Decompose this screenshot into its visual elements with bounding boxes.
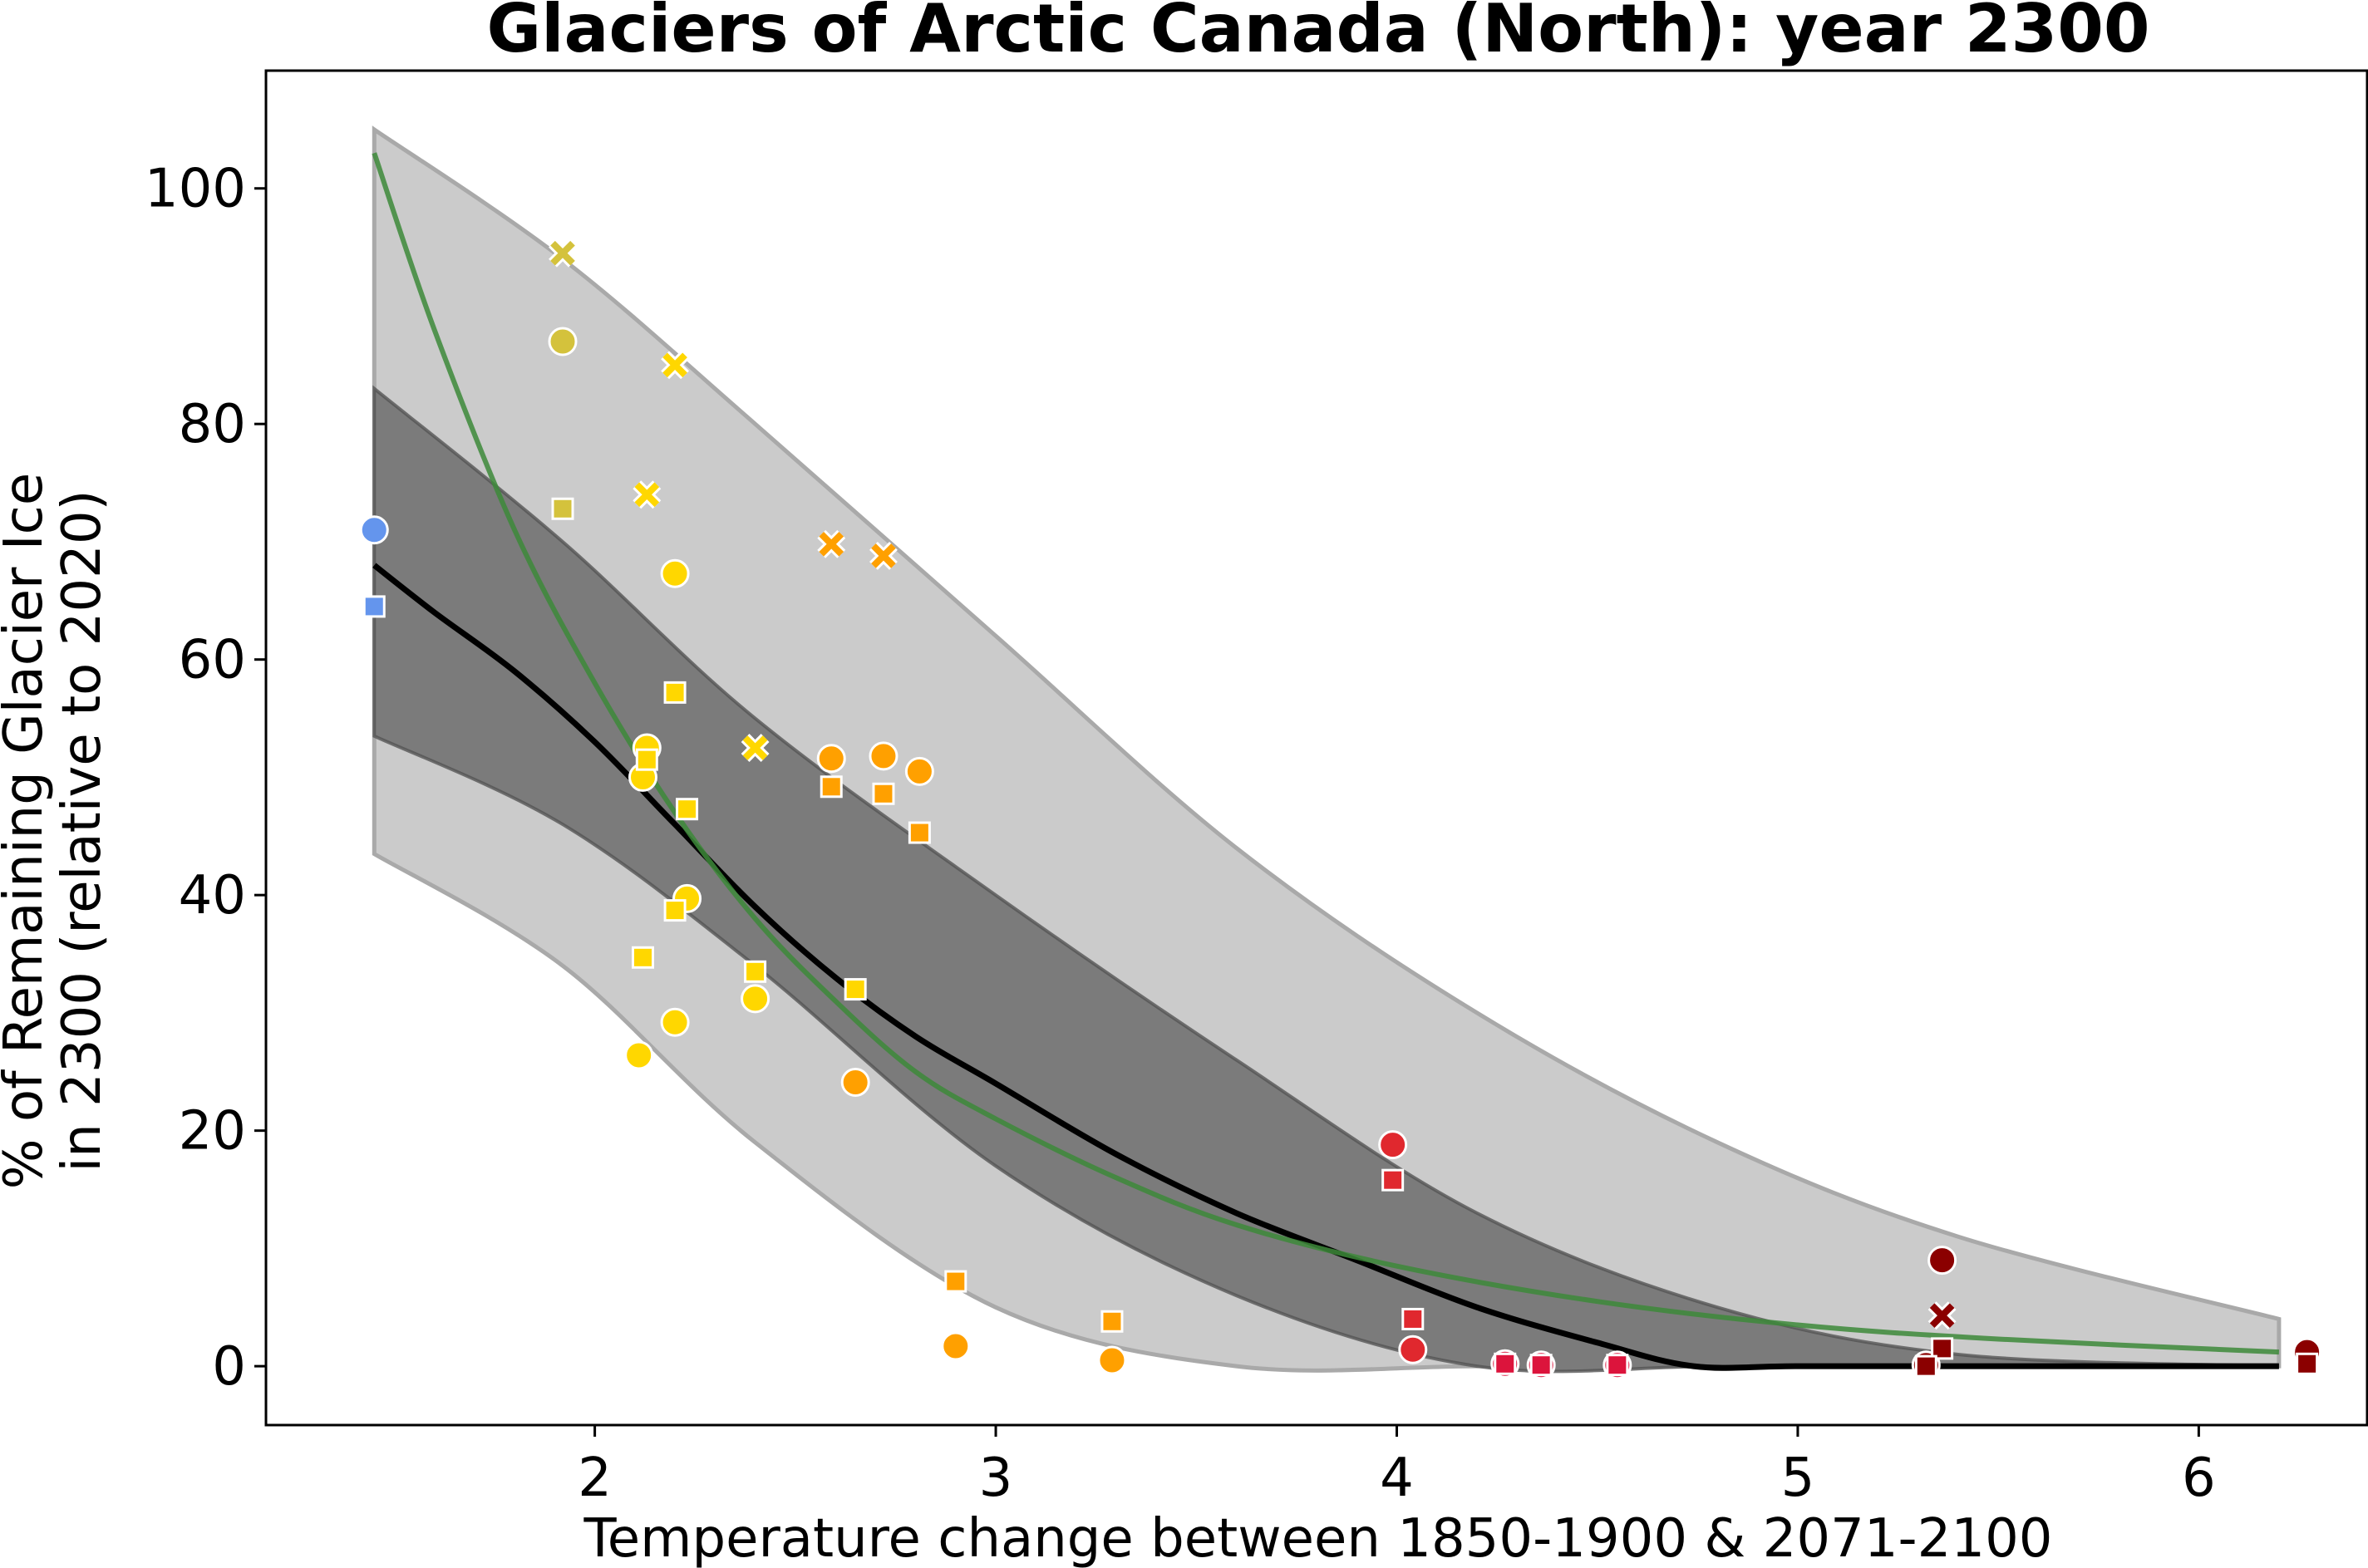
median-curve xyxy=(372,563,2279,1371)
orange-square-point xyxy=(908,821,931,844)
yellow-square-point xyxy=(631,946,654,969)
red-circle-point xyxy=(1378,1130,1408,1160)
x-tick-label: 6 xyxy=(2182,1448,2216,1509)
yellow-x-point xyxy=(634,482,660,508)
orange-circle-point xyxy=(840,1068,870,1098)
yellow-circle-point xyxy=(741,984,770,1014)
green-fit-curve xyxy=(372,152,2280,1355)
orange-circle-point xyxy=(904,756,934,786)
orange-square-point xyxy=(1100,1310,1124,1333)
x-tick-label: 4 xyxy=(1380,1448,1414,1509)
red-square-point xyxy=(1381,1168,1405,1192)
chart-title: Glaciers of Arctic Canada (North): year … xyxy=(486,0,2149,67)
orange-square-point xyxy=(872,782,895,805)
x-tick-label: 5 xyxy=(1781,1448,1815,1509)
y-tick-label: 100 xyxy=(145,159,246,220)
y-axis-label: % of Remaining Glacier Ice in 2300 (rela… xyxy=(0,473,113,1189)
blue-circle-point xyxy=(359,515,389,545)
orange-circle-point xyxy=(816,744,846,774)
crimson-square-point xyxy=(1529,1354,1553,1377)
darkred-circle-point xyxy=(1927,1246,1957,1276)
y-axis-label-line-2: in 2300 (relative to 2020) xyxy=(52,489,113,1172)
red-square-point xyxy=(1401,1307,1425,1330)
x-tick-label: 2 xyxy=(578,1448,612,1509)
yellow-square-point xyxy=(663,681,687,704)
orange-x-point xyxy=(819,531,844,557)
yellow-square-point xyxy=(635,748,658,771)
orange-circle-point xyxy=(1097,1345,1127,1375)
yellow-circle-point xyxy=(660,1007,690,1037)
darkred-square-point xyxy=(2296,1352,2319,1375)
plot-frame xyxy=(264,69,2368,1427)
darkred-x-point xyxy=(1929,1303,1955,1329)
yellow-square-point xyxy=(744,960,767,983)
darkred-square-point xyxy=(1914,1354,1937,1378)
y-tick-label: 60 xyxy=(179,630,246,691)
yellow-circle-point xyxy=(624,1040,654,1070)
yellow-x-point xyxy=(662,352,687,378)
olive-x-point xyxy=(550,240,575,266)
blue-square-point xyxy=(362,595,386,618)
yellow-square-point xyxy=(676,798,699,821)
y-tick-label: 80 xyxy=(179,394,246,455)
darkred-square-point xyxy=(1931,1337,1954,1360)
orange-x-point xyxy=(871,543,896,568)
olive-circle-point xyxy=(548,327,578,356)
orange-square-point xyxy=(820,775,843,799)
red-circle-point xyxy=(1398,1335,1428,1364)
olive-square-point xyxy=(551,497,574,520)
x-tick-label: 3 xyxy=(979,1448,1013,1509)
y-axis-label-line-1: % of Remaining Glacier Ice xyxy=(0,473,55,1189)
outer-uncertainty-band xyxy=(372,125,2282,1373)
orange-square-point xyxy=(944,1270,967,1293)
y-tick-label: 0 xyxy=(212,1336,246,1398)
orange-circle-point xyxy=(869,741,898,771)
plot-area xyxy=(359,125,2322,1380)
yellow-circle-point xyxy=(660,558,690,588)
crimson-square-point xyxy=(1606,1354,1629,1377)
y-tick-label: 20 xyxy=(179,1101,246,1162)
orange-circle-point xyxy=(941,1331,971,1361)
y-tick-label: 40 xyxy=(179,865,246,927)
crimson-square-point xyxy=(1494,1352,1517,1375)
yellow-square-point xyxy=(663,899,687,922)
yellow-square-point xyxy=(844,978,867,1001)
yellow-x-point xyxy=(742,735,768,760)
x-axis-label: Temperature change between 1850-1900 & 2… xyxy=(583,1508,2053,1568)
